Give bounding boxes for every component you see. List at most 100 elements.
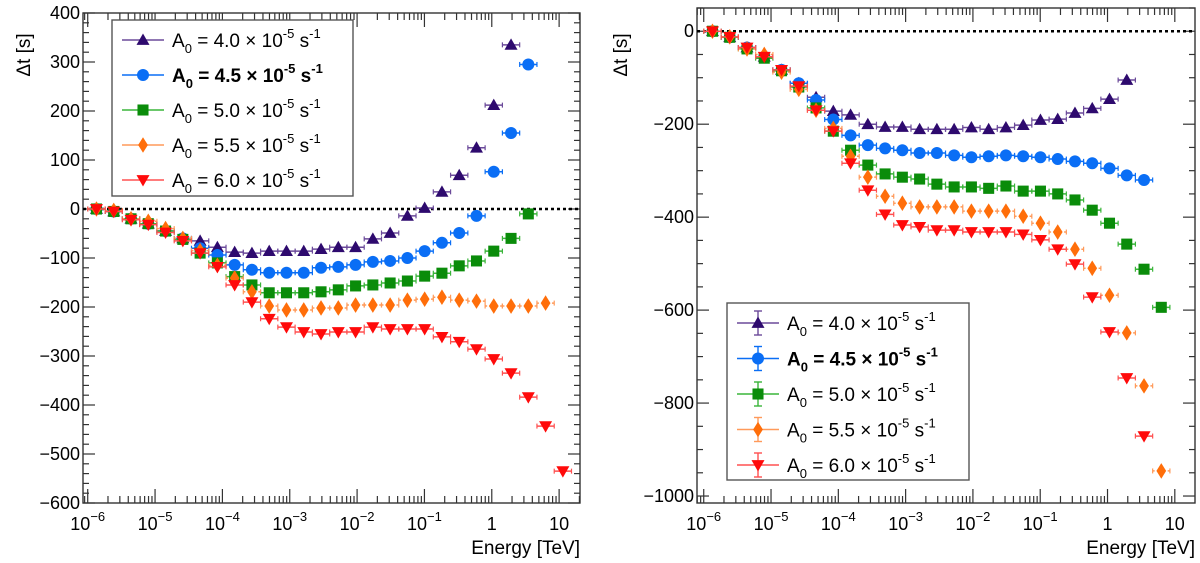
data-point [982, 150, 995, 163]
x-axis-title: Energy [TeV] [1086, 538, 1195, 559]
data-point [913, 222, 927, 234]
data-point [280, 266, 293, 279]
legend: A0 = 4.0 × 10-5 s-1A0 = 4.5 × 10-5 s-1A0… [111, 19, 354, 197]
x-axis-ticks [696, 8, 1176, 503]
data-point [826, 126, 840, 138]
x-tick-exponent: −3 [908, 509, 923, 524]
data-point [384, 277, 396, 289]
legend-label-part: 0 [185, 41, 192, 56]
data-point [948, 181, 960, 193]
x-tick-label: 10−2 [955, 509, 990, 534]
x-tick-exponent: −4 [225, 509, 240, 524]
y-tick-label: 0 [70, 199, 80, 219]
data-point [159, 227, 173, 240]
data-point [1121, 325, 1132, 341]
data-point [1069, 194, 1081, 206]
data-point [999, 149, 1012, 162]
data-point [1085, 101, 1099, 114]
data-point [740, 42, 754, 55]
legend-marker [137, 104, 149, 116]
legend-label-part: = 5.5 × 10 [192, 136, 283, 157]
data-point [1070, 241, 1080, 258]
data-point [245, 297, 259, 309]
legend-label-part: s [294, 136, 309, 157]
legend-label: A0 = 5.0 × 10-5 s-1 [172, 96, 321, 126]
data-point [488, 298, 499, 314]
x-tick-base: 1 [1103, 514, 1113, 534]
legend-label: A0 = 5.0 × 10-5 s-1 [787, 380, 936, 410]
data-point [124, 214, 138, 227]
data-point [385, 297, 395, 313]
data-point [332, 260, 345, 273]
y-tick-label: 300 [50, 52, 80, 72]
data-point [896, 144, 909, 157]
data-point [827, 113, 840, 126]
data-point [1103, 217, 1116, 229]
legend-label: A0 = 4.5 × 10-5 s-1 [172, 61, 323, 91]
x-tick-base: 10 [407, 514, 427, 534]
legend-item: A0 = 6.0 × 10-5 s-1 [122, 166, 321, 196]
data-point [522, 208, 534, 220]
data-point [896, 171, 908, 183]
data-point [245, 246, 259, 258]
data-point [521, 392, 535, 404]
data-point [826, 104, 840, 117]
data-point [1138, 263, 1150, 275]
data-point [107, 206, 121, 218]
data-point [487, 165, 500, 178]
data-point [314, 329, 328, 341]
legend-marker [136, 33, 150, 45]
data-point [504, 368, 518, 380]
data-point [435, 332, 449, 344]
data-point [1085, 292, 1099, 304]
data-point [366, 322, 380, 334]
x-tick-exponent: −2 [360, 509, 375, 524]
data-point [1087, 260, 1098, 277]
data-point [350, 280, 362, 292]
legend-item: A0 = 5.0 × 10-5 s-1 [122, 96, 321, 126]
y-tick-label: −600 [39, 493, 80, 513]
data-point [264, 298, 275, 314]
x-tick-label: 10−1 [407, 509, 442, 534]
x-tick-label: 1 [487, 514, 497, 534]
legend-marker [753, 421, 763, 438]
data-point [931, 178, 943, 190]
data-point [1000, 180, 1012, 192]
y-tick-label: 400 [50, 3, 80, 23]
data-point [297, 327, 311, 339]
legend-label-part: A [172, 66, 186, 87]
x-tick-label: 10−4 [821, 509, 856, 534]
data-point [947, 122, 961, 135]
legend-label-part: -1 [311, 61, 323, 76]
y-tick-label: −100 [39, 248, 80, 268]
x-tick-label: 10−5 [754, 509, 789, 534]
data-point [279, 322, 293, 334]
data-point [879, 142, 892, 155]
data-point [1051, 153, 1064, 166]
data-point [435, 185, 449, 197]
data-point [1138, 173, 1151, 186]
legend-label-part: 0 [800, 324, 807, 339]
legend-label-part: s [294, 101, 309, 122]
x-tick-label: 10−3 [272, 509, 307, 534]
data-point [1102, 327, 1116, 339]
data-point [966, 203, 977, 219]
data-point [982, 122, 996, 135]
data-point [349, 258, 362, 271]
data-point [418, 324, 432, 336]
data-point [983, 182, 995, 194]
data-point [556, 466, 570, 478]
legend-marker [136, 175, 150, 187]
legend-label: A0 = 5.5 × 10-5 s-1 [787, 416, 936, 446]
data-point [947, 225, 961, 237]
data-point [1086, 157, 1099, 170]
data-point [471, 293, 482, 309]
x-tick-base: 10 [754, 514, 774, 534]
data-point [539, 421, 553, 433]
y-tick-label: −400 [653, 207, 694, 227]
data-point [523, 298, 534, 314]
data-point [89, 204, 103, 216]
legend-label: A0 = 4.0 × 10-5 s-1 [787, 309, 936, 339]
series-6-0 [87, 204, 573, 478]
data-point [844, 129, 857, 142]
